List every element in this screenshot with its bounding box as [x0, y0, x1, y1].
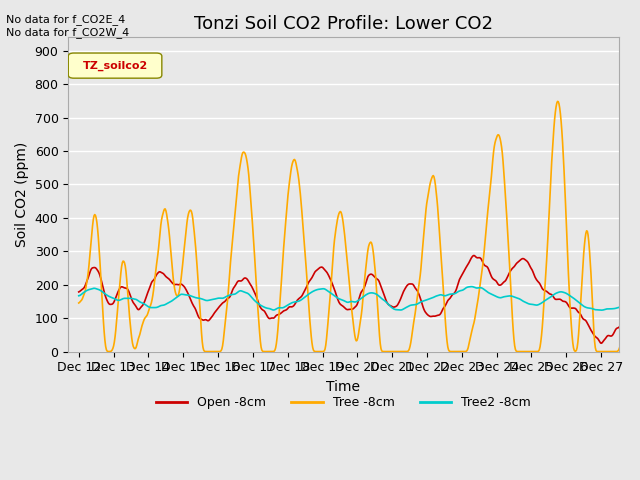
Y-axis label: Soil CO2 (ppm): Soil CO2 (ppm): [15, 142, 29, 247]
Text: TZ_soilco2: TZ_soilco2: [83, 60, 148, 71]
Title: Tonzi Soil CO2 Profile: Lower CO2: Tonzi Soil CO2 Profile: Lower CO2: [194, 15, 493, 33]
Legend: Open -8cm, Tree -8cm, Tree2 -8cm: Open -8cm, Tree -8cm, Tree2 -8cm: [151, 391, 536, 414]
FancyBboxPatch shape: [68, 53, 162, 78]
X-axis label: Time: Time: [326, 380, 360, 394]
Text: No data for f_CO2E_4
No data for f_CO2W_4: No data for f_CO2E_4 No data for f_CO2W_…: [6, 14, 130, 38]
